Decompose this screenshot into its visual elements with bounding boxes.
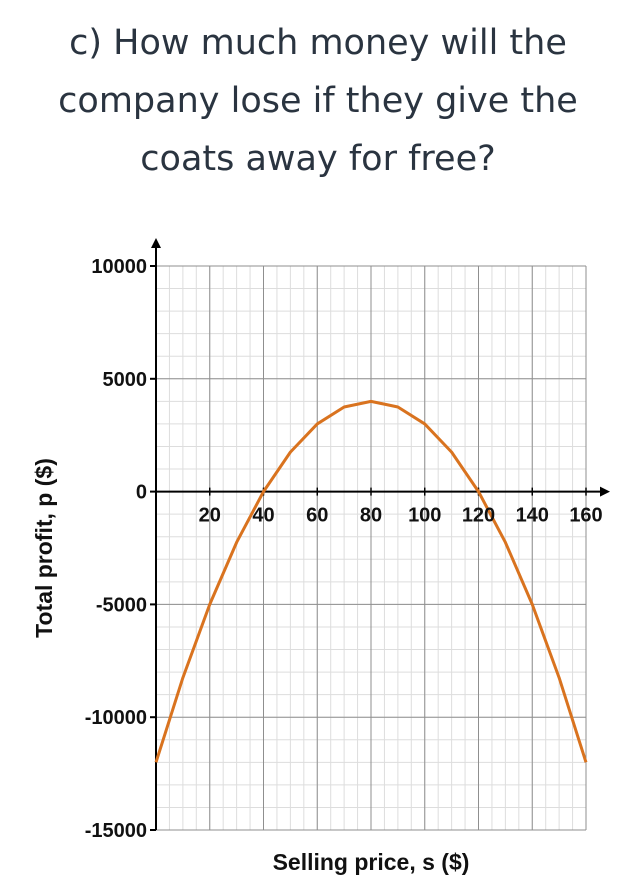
chart-labels: 10000 5000 0 -5000 -10000 -15000 20 40 60 80 100 12…: [31, 256, 603, 875]
y-tick-label: -10000: [85, 707, 147, 729]
chart-grid: [155, 265, 587, 831]
x-axis-title: Selling price, s ($): [273, 849, 470, 875]
x-tick-label: 40: [252, 505, 274, 527]
y-axis-arrow: [151, 238, 161, 248]
question-line-1: c) How much money will the: [69, 23, 567, 63]
chart-series: [154, 399, 588, 763]
y-tick-label: -5000: [96, 594, 147, 616]
x-tick-label: 140: [516, 505, 549, 527]
x-tick-label: 120: [462, 505, 495, 527]
y-tick-label: 0: [136, 482, 147, 504]
x-tick-label: 20: [199, 505, 221, 527]
y-axis-title: Total profit, p ($): [31, 458, 57, 638]
x-axis-arrow: [600, 486, 610, 497]
y-tick-label: 5000: [103, 369, 148, 391]
x-tick-label: 160: [569, 505, 602, 527]
chart-axes: [150, 238, 610, 831]
x-tick-label: 60: [306, 505, 328, 527]
question-line-3: coats away for free?: [140, 139, 496, 179]
x-tick-label: 80: [360, 505, 382, 527]
x-tick-label: 100: [408, 505, 441, 527]
y-tick-label: -15000: [85, 820, 147, 842]
question-text: c) How much money will the company lose …: [0, 14, 636, 188]
profit-curve-line: [154, 399, 588, 763]
profit-chart: 10000 5000 0 -5000 -10000 -15000 20 40 60 80 100 12…: [31, 238, 610, 875]
question-line-2: company lose if they give the: [58, 81, 578, 121]
y-tick-label: 10000: [91, 256, 147, 278]
